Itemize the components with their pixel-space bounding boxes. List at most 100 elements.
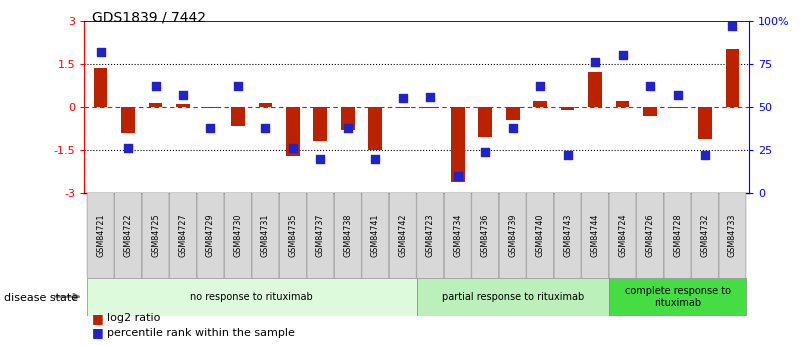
Bar xyxy=(726,49,739,107)
Bar xyxy=(588,72,602,107)
Bar xyxy=(670,107,684,108)
Point xyxy=(231,83,244,89)
FancyBboxPatch shape xyxy=(445,193,471,278)
FancyBboxPatch shape xyxy=(499,193,526,278)
Text: GSM84729: GSM84729 xyxy=(206,214,215,257)
Point xyxy=(562,152,574,158)
Bar xyxy=(203,107,217,108)
Bar xyxy=(313,107,328,141)
Text: GSM84722: GSM84722 xyxy=(123,214,132,257)
Point xyxy=(424,94,437,99)
Text: GDS1839 / 7442: GDS1839 / 7442 xyxy=(92,10,206,24)
FancyBboxPatch shape xyxy=(280,193,306,278)
Bar xyxy=(231,107,245,126)
Bar xyxy=(176,104,190,107)
Text: GSM84741: GSM84741 xyxy=(371,214,380,257)
Point xyxy=(589,59,602,65)
Text: GSM84733: GSM84733 xyxy=(728,214,737,257)
Point xyxy=(726,23,739,29)
Point xyxy=(287,146,300,151)
Bar xyxy=(478,107,492,137)
FancyBboxPatch shape xyxy=(115,193,142,278)
Bar xyxy=(286,107,300,156)
Text: GSM84744: GSM84744 xyxy=(590,214,600,257)
Point xyxy=(122,146,135,151)
Text: complete response to
rituximab: complete response to rituximab xyxy=(625,286,731,307)
Bar xyxy=(368,107,382,150)
Point xyxy=(369,156,382,161)
Point xyxy=(176,92,189,98)
Point xyxy=(204,125,217,130)
Text: GSM84731: GSM84731 xyxy=(261,214,270,257)
Text: GSM84736: GSM84736 xyxy=(481,214,489,257)
Text: GSM84740: GSM84740 xyxy=(536,214,545,257)
FancyBboxPatch shape xyxy=(691,193,718,278)
FancyBboxPatch shape xyxy=(87,193,114,278)
FancyBboxPatch shape xyxy=(719,193,746,278)
Point xyxy=(451,173,464,179)
Text: partial response to rituximab: partial response to rituximab xyxy=(441,292,584,302)
FancyBboxPatch shape xyxy=(197,193,224,278)
Text: ■: ■ xyxy=(92,326,104,339)
Point xyxy=(506,125,519,130)
Point xyxy=(314,156,327,161)
Text: GSM84726: GSM84726 xyxy=(646,214,654,257)
FancyBboxPatch shape xyxy=(252,193,279,278)
Text: GSM84730: GSM84730 xyxy=(233,214,243,257)
Text: percentile rank within the sample: percentile rank within the sample xyxy=(107,328,295,338)
Bar xyxy=(451,107,465,182)
Bar xyxy=(417,278,609,316)
Bar xyxy=(94,68,107,107)
FancyBboxPatch shape xyxy=(307,193,334,278)
Point xyxy=(616,52,629,58)
FancyBboxPatch shape xyxy=(527,193,553,278)
Point xyxy=(341,125,354,130)
Text: log2 ratio: log2 ratio xyxy=(107,313,160,323)
Point xyxy=(479,149,492,155)
Text: GSM84725: GSM84725 xyxy=(151,214,160,257)
FancyBboxPatch shape xyxy=(637,193,663,278)
FancyBboxPatch shape xyxy=(142,193,169,278)
Text: GSM84737: GSM84737 xyxy=(316,214,325,257)
Point xyxy=(149,83,162,89)
Text: GSM84721: GSM84721 xyxy=(96,214,105,257)
Text: GSM84728: GSM84728 xyxy=(673,214,682,257)
Text: GSM84738: GSM84738 xyxy=(344,214,352,257)
Bar xyxy=(121,107,135,133)
Bar xyxy=(396,107,409,108)
Bar xyxy=(259,103,272,107)
Text: GSM84735: GSM84735 xyxy=(288,214,297,257)
Bar xyxy=(533,101,547,107)
Text: GSM84732: GSM84732 xyxy=(701,214,710,257)
Point xyxy=(698,152,711,158)
Point xyxy=(396,96,409,101)
Point xyxy=(671,92,684,98)
FancyBboxPatch shape xyxy=(389,193,417,278)
FancyBboxPatch shape xyxy=(170,193,196,278)
Bar xyxy=(149,103,163,107)
Text: GSM84723: GSM84723 xyxy=(426,214,435,257)
FancyBboxPatch shape xyxy=(362,193,388,278)
Bar xyxy=(561,107,574,110)
Text: no response to rituximab: no response to rituximab xyxy=(191,292,313,302)
Point xyxy=(644,83,657,89)
Bar xyxy=(87,278,417,316)
Text: GSM84734: GSM84734 xyxy=(453,214,462,257)
Bar xyxy=(609,278,747,316)
FancyBboxPatch shape xyxy=(472,193,499,278)
Text: GSM84739: GSM84739 xyxy=(508,214,517,257)
Bar xyxy=(341,107,355,130)
FancyBboxPatch shape xyxy=(417,193,444,278)
Bar xyxy=(424,107,437,108)
Text: GSM84724: GSM84724 xyxy=(618,214,627,257)
Text: disease state: disease state xyxy=(4,294,78,303)
Text: GSM84742: GSM84742 xyxy=(398,214,407,257)
Text: ■: ■ xyxy=(92,312,104,325)
Bar xyxy=(505,107,520,120)
FancyBboxPatch shape xyxy=(224,193,252,278)
Bar xyxy=(698,107,712,139)
FancyBboxPatch shape xyxy=(334,193,361,278)
FancyBboxPatch shape xyxy=(582,193,609,278)
Bar xyxy=(643,107,657,116)
Point xyxy=(259,125,272,130)
